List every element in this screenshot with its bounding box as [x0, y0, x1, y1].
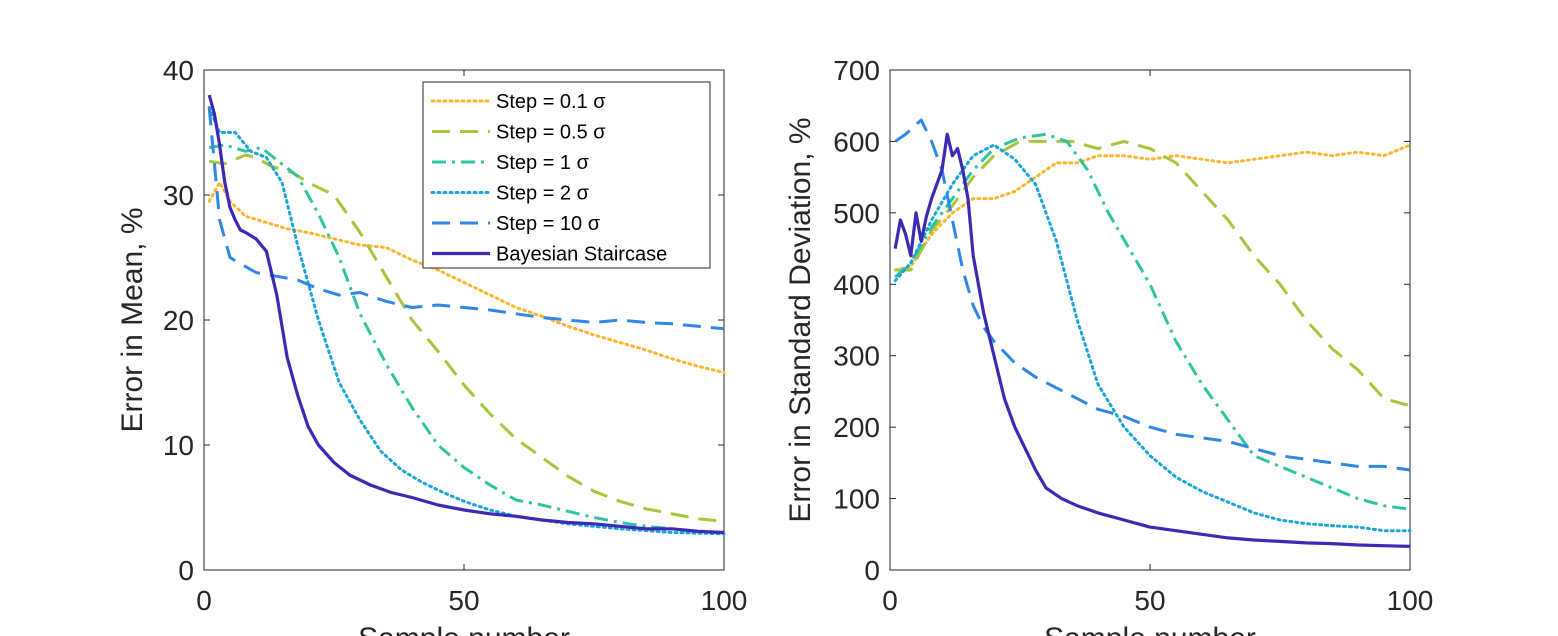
chart2-x-axis-label: Sample number: [1044, 622, 1256, 636]
chart1-legend-label-step-10: Step = 10 σ: [496, 213, 601, 235]
chart2-ytick-label: 200: [833, 412, 880, 443]
chart1-legend-label-step-1: Step = 1 σ: [496, 152, 590, 174]
chart1-xtick-label: 0: [196, 585, 212, 616]
chart2-xtick-label: 0: [882, 585, 898, 616]
chart1-ytick-label: 40: [163, 55, 194, 86]
chart2-series-step-10: [894, 118, 1411, 472]
chart2-ytick-label: 0: [864, 555, 880, 586]
chart2-ytick-label: 500: [833, 198, 880, 229]
chart2-ytick-label: 100: [833, 484, 880, 515]
chart2-series-bayesian-staircase: [893, 132, 1411, 548]
chart2-series-step-0-5: [895, 139, 1411, 408]
chart2-series-step-0-1: [893, 143, 1412, 272]
chart1-series-step-10: [207, 107, 725, 331]
chart2-plot-area: [889, 69, 1411, 571]
chart1-series-step-0-1: [207, 181, 726, 374]
chart1-x-axis-label: Sample number: [358, 622, 570, 636]
chart1-ytick-label: 30: [163, 180, 194, 211]
chart1-ytick-label: 0: [178, 555, 194, 586]
chart1-legend-label-step-0-1: Step = 0.1 σ: [496, 91, 606, 113]
chart1-series-step-0-5: [208, 153, 725, 523]
chart2-y-axis-label: Error in Standard Deviation, %: [784, 117, 817, 522]
chart1-xtick-label: 50: [448, 585, 479, 616]
chart1-legend-label-step-2: Step = 2 σ: [496, 183, 590, 205]
chart2-ytick-label: 400: [833, 269, 880, 300]
chart2-ytick-label: 600: [833, 126, 880, 157]
chart1-ytick-label: 20: [163, 305, 194, 336]
chart1-legend-label-step-0-5: Step = 0.5 σ: [496, 122, 606, 144]
chart2-series-step-2: [893, 143, 1412, 533]
chart1-xtick-label: 100: [701, 585, 748, 616]
chart1-legend-label-bayesian-staircase: Bayesian Staircase: [496, 244, 667, 266]
chart1-series-bayesian-staircase: [207, 94, 725, 535]
chart2-series-step-1: [894, 132, 1411, 511]
chart2-xtick-label: 50: [1134, 585, 1165, 616]
chart1-legend: [422, 81, 711, 269]
chart1-y-axis-label: Error in Mean, %: [116, 207, 149, 432]
chart1-ytick-label: 10: [163, 430, 194, 461]
chart2-ytick-label: 300: [833, 341, 880, 372]
chart1-series-step-1: [208, 143, 725, 534]
chart2-xtick-label: 100: [1387, 585, 1434, 616]
chart2-ytick-label: 700: [833, 55, 880, 86]
